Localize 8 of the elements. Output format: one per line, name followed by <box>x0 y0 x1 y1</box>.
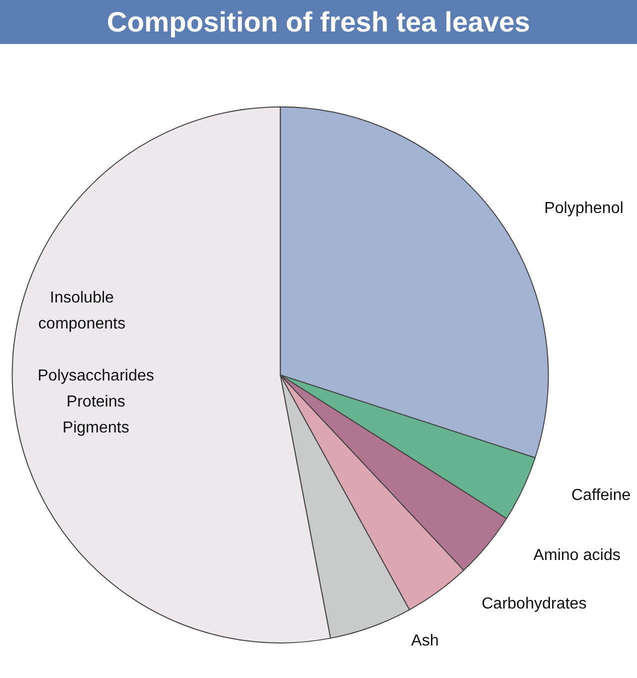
slice-label: Carbohydrates <box>482 595 587 612</box>
chart-title: Composition of fresh tea leaves <box>106 6 530 38</box>
slice-label: Caffeine <box>571 486 631 504</box>
slice-label: Amino acids <box>533 546 620 564</box>
slice-label: Polyphenol <box>544 200 624 218</box>
text: Polysaccharides Proteins Pigments <box>38 367 154 436</box>
slice-label: Ash <box>411 632 439 650</box>
slice-label: Insoluble components <box>38 289 126 332</box>
